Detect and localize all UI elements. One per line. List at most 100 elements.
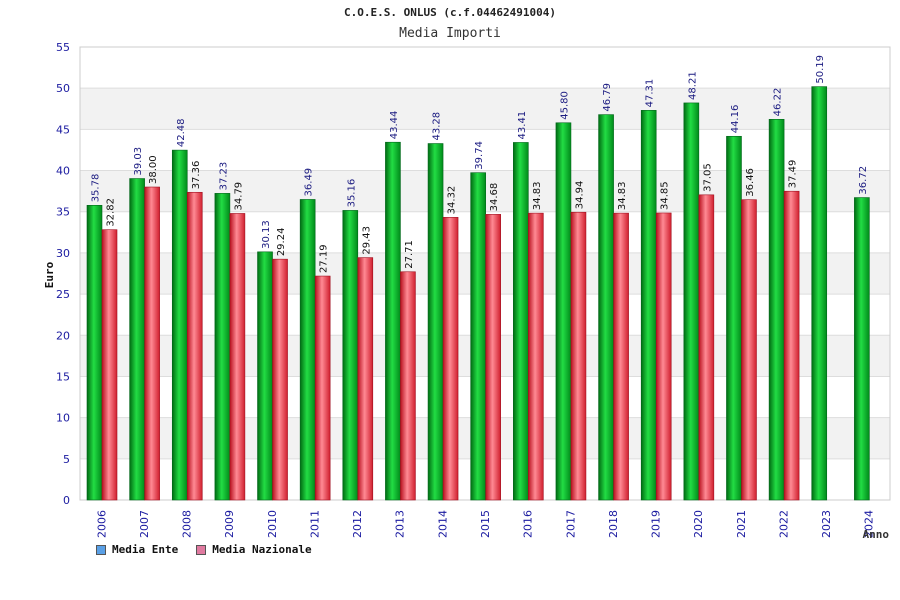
y-tick-label: 50 xyxy=(56,82,70,95)
data-label: 38.00 xyxy=(148,155,159,184)
bar-media-ente-2020 xyxy=(683,102,700,501)
x-tick-label: 2016 xyxy=(522,510,535,538)
x-tick-label: 2024 xyxy=(863,510,876,538)
x-tick-label: 2017 xyxy=(564,510,577,538)
bar-media-ente-2021 xyxy=(726,135,742,501)
x-tick-label: 2022 xyxy=(777,510,790,538)
bar-media-nazionale-2012 xyxy=(357,257,374,501)
bar-media-ente-2006 xyxy=(86,205,103,501)
x-tick-label: 2023 xyxy=(820,510,833,538)
bar-media-nazionale-2021 xyxy=(741,199,757,501)
data-label: 43.28 xyxy=(432,112,443,141)
data-label: 39.03 xyxy=(133,147,144,176)
bar-media-nazionale-2015 xyxy=(485,214,501,501)
x-tick-label: 2006 xyxy=(95,510,108,538)
data-label: 48.21 xyxy=(687,71,698,100)
x-tick-label: 2009 xyxy=(223,510,236,538)
x-tick-label: 2011 xyxy=(308,510,321,538)
bar-media-ente-2014 xyxy=(427,143,444,501)
x-tick-label: 2018 xyxy=(607,510,620,538)
x-tick-label: 2015 xyxy=(479,510,492,538)
chart-subtitle: Media Importi xyxy=(399,26,501,41)
bar-media-nazionale-2008 xyxy=(186,191,203,501)
bar-media-ente-2011 xyxy=(299,199,316,501)
data-labels: 35.78 32.82 39.03 38.00 42.48 37.36 37.23 34.79… xyxy=(91,55,869,273)
data-label: 34.32 xyxy=(447,186,458,215)
bar-media-nazionale-2020 xyxy=(698,194,715,501)
bar-media-ente-2012 xyxy=(342,210,359,501)
y-tick-label: 55 xyxy=(56,41,70,54)
bar-media-nazionale-2014 xyxy=(442,217,459,501)
data-label: 42.48 xyxy=(176,118,187,147)
data-label: 34.83 xyxy=(532,181,543,210)
data-label: 27.19 xyxy=(319,244,330,273)
data-label: 37.23 xyxy=(218,162,229,191)
bar-media-ente-2009 xyxy=(214,193,231,501)
bar-media-ente-2018 xyxy=(598,114,614,501)
x-tick-label: 2012 xyxy=(351,510,364,538)
data-label: 50.19 xyxy=(815,55,826,84)
y-tick-label: 5 xyxy=(63,453,70,466)
data-label: 46.22 xyxy=(773,88,784,117)
bar-media-nazionale-2007 xyxy=(144,186,160,501)
data-label: 37.36 xyxy=(191,161,202,190)
y-tick-label: 15 xyxy=(56,370,70,383)
bar-media-nazionale-2009 xyxy=(229,213,246,501)
plot-band xyxy=(80,129,890,171)
legend-swatch-media-ente xyxy=(96,544,106,555)
bar-media-ente-2024 xyxy=(854,197,870,501)
x-tick-label: 2010 xyxy=(266,510,279,538)
data-label: 34.83 xyxy=(617,181,628,210)
plot-band xyxy=(80,88,890,130)
data-label: 30.13 xyxy=(261,220,272,249)
data-label: 37.49 xyxy=(788,160,799,189)
data-label: 34.68 xyxy=(489,183,500,212)
x-tick-label: 2019 xyxy=(650,510,663,538)
y-axis: 0 5 10 15 20 25 30 35 40 45 50 55 xyxy=(56,41,70,507)
y-tick-label: 30 xyxy=(56,247,70,260)
legend-swatch-media-nazionale xyxy=(196,544,207,555)
legend-item-media-nazionale: Media Nazionale xyxy=(196,543,312,556)
x-tick-label: 2013 xyxy=(394,510,407,538)
bar-media-ente-2007 xyxy=(129,178,145,501)
x-tick-label: 2008 xyxy=(181,510,194,538)
bar-media-ente-2010 xyxy=(257,251,273,501)
bar-media-nazionale-2022 xyxy=(783,190,800,501)
y-tick-label: 10 xyxy=(56,412,70,425)
legend: Media Ente Media Nazionale xyxy=(96,543,312,556)
bar-media-ente-2023 xyxy=(811,86,828,501)
data-label: 29.43 xyxy=(361,226,372,255)
data-label: 36.72 xyxy=(858,166,869,195)
data-label: 36.46 xyxy=(745,168,756,197)
data-label: 45.80 xyxy=(559,91,570,120)
y-axis-label: Euro xyxy=(43,261,56,288)
y-tick-label: 20 xyxy=(56,329,70,342)
bar-media-nazionale-2017 xyxy=(570,211,587,501)
chart-title: C.O.E.S. ONLUS (c.f.04462491004) xyxy=(344,6,556,19)
bar-media-nazionale-2016 xyxy=(528,212,544,501)
y-tick-label: 25 xyxy=(56,288,70,301)
data-label: 47.31 xyxy=(645,79,656,108)
data-label: 27.71 xyxy=(404,240,415,269)
y-tick-label: 45 xyxy=(56,123,70,136)
bar-media-ente-2008 xyxy=(171,149,188,501)
y-tick-label: 0 xyxy=(63,494,70,507)
bar-media-ente-2017 xyxy=(555,122,572,501)
bar-media-nazionale-2010 xyxy=(272,258,288,501)
legend-label-media-ente: Media Ente xyxy=(112,543,179,556)
data-label: 34.94 xyxy=(574,181,585,210)
bar-media-ente-2013 xyxy=(385,141,401,501)
data-label: 46.79 xyxy=(602,83,613,112)
legend-item-media-ente: Media Ente xyxy=(96,543,178,556)
x-axis-label: Anno xyxy=(863,528,890,541)
x-tick-label: 2007 xyxy=(138,510,151,538)
bar-media-ente-2016 xyxy=(513,142,529,501)
y-tick-label: 40 xyxy=(56,165,70,178)
x-axis: 2006 2007 2008 2009 2010 2011 2012 2013 2014 2015… xyxy=(95,510,875,538)
bar-media-nazionale-2018 xyxy=(613,212,629,501)
bar-media-nazionale-2011 xyxy=(314,275,331,501)
data-label: 37.05 xyxy=(702,163,713,192)
data-label: 35.16 xyxy=(346,179,357,208)
bar-media-ente-2015 xyxy=(470,172,486,501)
